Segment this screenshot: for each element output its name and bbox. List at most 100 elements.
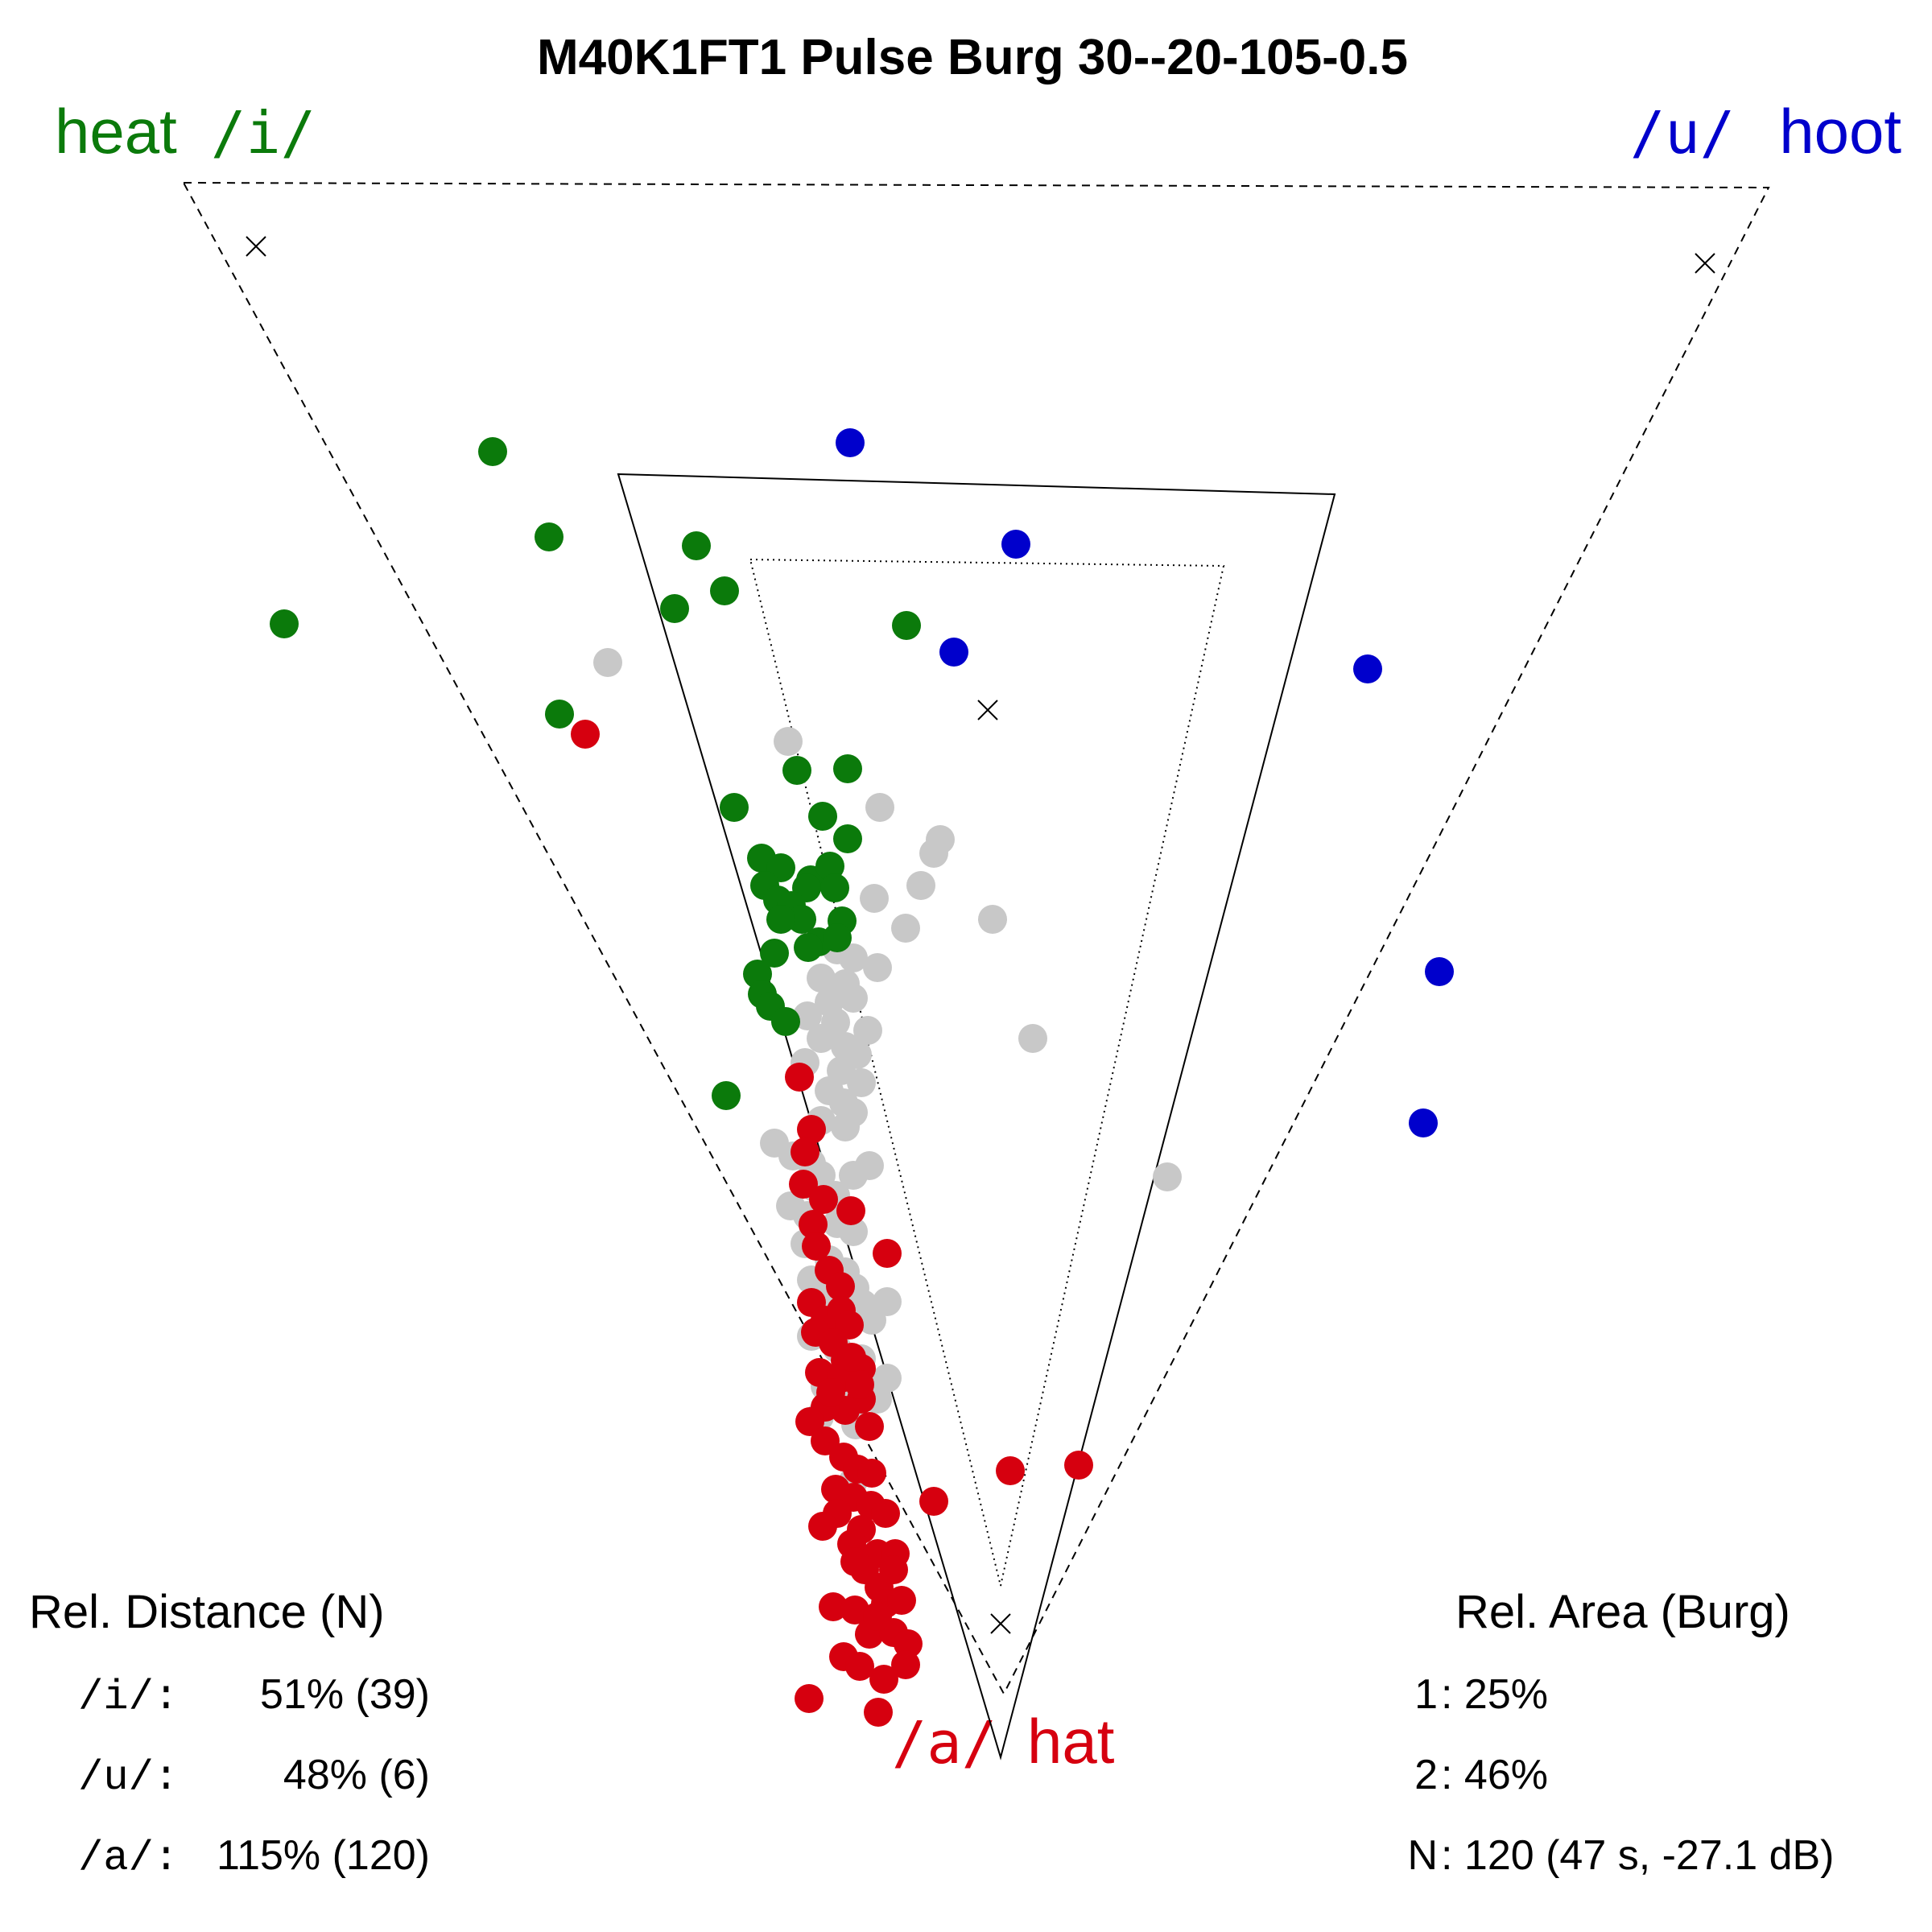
relative-area-block: Rel. Area (Burg) 1 : 25% 2 : 46% N : 120… — [1407, 1586, 1834, 1879]
point-hoot — [1001, 530, 1030, 559]
point-hat — [871, 1499, 900, 1528]
point-heat — [682, 531, 711, 560]
corner-label-u: /u/ hoot — [1630, 96, 1901, 167]
point-hat — [836, 1196, 865, 1225]
point-heat — [820, 873, 849, 902]
area-value-2: : 46% — [1441, 1752, 1548, 1798]
area-key-1: 1 — [1414, 1671, 1438, 1718]
series-hoot — [836, 428, 1454, 1137]
point-hat — [887, 1586, 916, 1615]
point-heat — [720, 793, 749, 822]
point-hat — [845, 1652, 874, 1681]
point-heat — [833, 754, 862, 783]
point-hat — [809, 1185, 838, 1214]
chart-title: M40K1FT1 Pulse Burg 30--20-105-0.5 — [537, 30, 1408, 85]
point-heat — [808, 802, 837, 831]
distance-value-u: 48% (6) — [283, 1752, 430, 1798]
point-hat — [802, 1232, 831, 1261]
area-key-2: 2 — [1414, 1752, 1438, 1798]
corner-label-i: heat /i/ — [55, 96, 316, 167]
cross-marker-2 — [1695, 253, 1715, 274]
point-hat — [808, 1512, 837, 1541]
relative-area-title: Rel. Area (Burg) — [1455, 1586, 1790, 1638]
point-hat — [795, 1684, 824, 1713]
point-hat — [857, 1459, 886, 1488]
series-other — [593, 648, 1182, 1496]
point-heat — [787, 905, 816, 934]
point-other — [919, 839, 948, 868]
point-hat — [863, 1602, 892, 1631]
inner-dotted-triangle — [749, 558, 1225, 1587]
point-other — [863, 953, 892, 982]
point-heat — [833, 824, 862, 853]
point-other — [873, 1287, 902, 1316]
point-heat — [782, 756, 811, 785]
point-hat — [891, 1650, 920, 1679]
corner-word-i: heat — [55, 96, 177, 167]
area-value-n: : 120 (47 s, -27.1 dB) — [1441, 1832, 1835, 1879]
point-hat — [1064, 1451, 1093, 1480]
point-hat — [873, 1239, 902, 1268]
distance-value-a: 115% (120) — [217, 1832, 430, 1879]
cross-marker-1 — [246, 236, 266, 257]
point-heat — [545, 700, 574, 729]
point-hat — [837, 1343, 866, 1372]
point-heat — [270, 609, 299, 638]
point-other — [891, 914, 920, 943]
point-other — [593, 648, 622, 677]
point-other — [847, 1068, 876, 1097]
cross-markers — [246, 236, 1715, 1634]
point-hoot — [1409, 1108, 1438, 1137]
corner-word-a: hat — [1027, 1706, 1115, 1777]
point-hat — [869, 1665, 898, 1694]
point-hat — [821, 1475, 850, 1504]
point-other — [774, 727, 803, 756]
point-hoot — [1353, 654, 1382, 683]
relative-distance-title: Rel. Distance (N) — [29, 1586, 385, 1638]
middle-solid-triangle — [617, 473, 1336, 1761]
corner-ipa-i: /i/ — [211, 99, 316, 167]
point-hat — [789, 1170, 818, 1199]
point-other — [860, 884, 889, 913]
corner-word-u: hoot — [1779, 96, 1901, 167]
point-other — [855, 1151, 884, 1180]
point-heat — [712, 1081, 741, 1110]
distance-ipa-a: /a/: — [78, 1835, 179, 1882]
corner-label-a: /a/ hat — [892, 1706, 1115, 1777]
point-other — [793, 1001, 822, 1030]
point-heat — [823, 923, 852, 952]
point-hat — [879, 1555, 908, 1584]
point-other — [865, 793, 894, 822]
point-hat — [795, 1407, 824, 1436]
distance-value-i: 51% (39) — [260, 1671, 430, 1718]
point-hat — [826, 1272, 855, 1301]
point-hat — [864, 1698, 893, 1727]
point-hat — [840, 1547, 869, 1576]
point-hat — [797, 1115, 826, 1144]
point-hat — [819, 1592, 848, 1621]
point-other — [807, 964, 836, 993]
point-hoot — [939, 638, 968, 667]
point-hat — [919, 1487, 948, 1516]
area-key-n: N — [1407, 1832, 1438, 1879]
point-other — [906, 871, 935, 900]
cross-marker-3 — [977, 700, 998, 720]
point-hat — [894, 1629, 923, 1658]
relative-distance-block: Rel. Distance (N) /i/: 51% (39) /u/: 48%… — [29, 1586, 430, 1882]
corner-ipa-u: /u/ — [1630, 99, 1735, 167]
series-hat — [571, 720, 1093, 1727]
point-other — [1153, 1162, 1182, 1191]
point-heat — [535, 522, 564, 551]
point-hat — [855, 1412, 884, 1441]
point-hat — [996, 1456, 1025, 1485]
outer-dashed-triangle — [182, 181, 1770, 1696]
point-heat — [766, 905, 795, 934]
point-heat — [660, 594, 689, 623]
point-hat — [785, 1063, 814, 1092]
point-other — [839, 943, 868, 972]
cross-marker-4 — [990, 1613, 1011, 1634]
point-heat — [478, 437, 507, 466]
point-hat — [791, 1137, 819, 1166]
corner-ipa-a: /a/ — [892, 1709, 997, 1777]
series-heat — [270, 437, 921, 1110]
